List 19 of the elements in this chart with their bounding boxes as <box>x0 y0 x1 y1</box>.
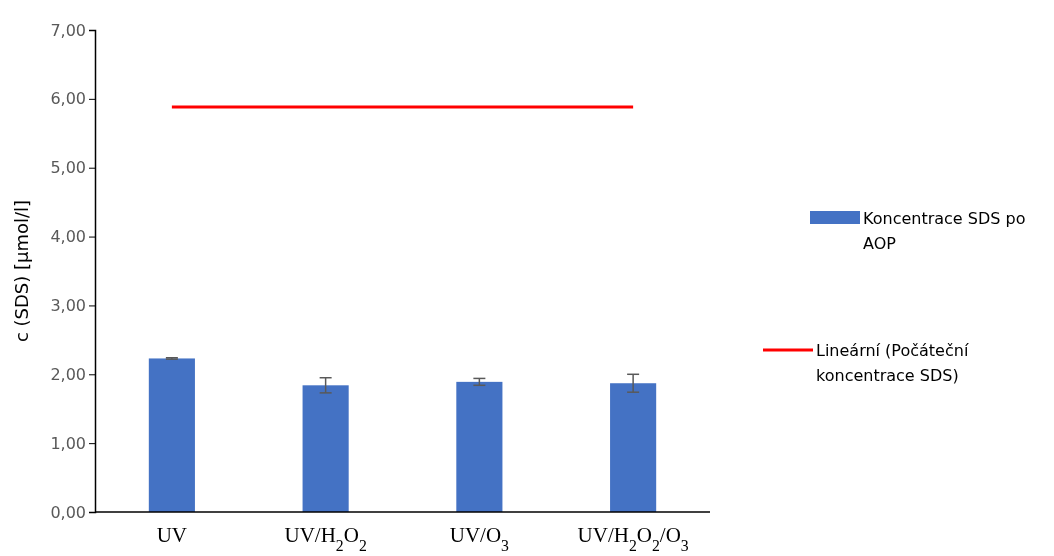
legend-label: Koncentrace SDS po AOP <box>863 209 1026 253</box>
x-tick-label: UV <box>156 523 188 547</box>
y-axis-title: c (SDS) [µmol/l] <box>11 199 32 343</box>
legend-label: Lineární (Počáteční koncentrace SDS) <box>816 341 969 385</box>
x-tick-label: UV/H$_{2}$O$_{2}$/O$_{3}$ <box>577 523 689 554</box>
x-tick-label: UV/O$_{3}$ <box>449 523 510 554</box>
y-tick-label: 2,00 <box>50 364 86 384</box>
bar <box>456 381 503 512</box>
y-tick-label: 0,00 <box>50 502 86 522</box>
y-tick-label: 7,00 <box>50 20 86 40</box>
y-tick-label: 4,00 <box>50 227 86 247</box>
y-tick-label: 1,00 <box>50 433 86 453</box>
bar <box>148 358 195 512</box>
y-tick-label: 6,00 <box>50 89 86 109</box>
bar <box>610 383 657 512</box>
bar <box>302 385 349 512</box>
x-tick-label: UV/H$_{2}$O$_{2}$ <box>284 523 367 554</box>
y-tick-label: 5,00 <box>50 158 86 178</box>
y-tick-label: 3,00 <box>50 296 86 316</box>
